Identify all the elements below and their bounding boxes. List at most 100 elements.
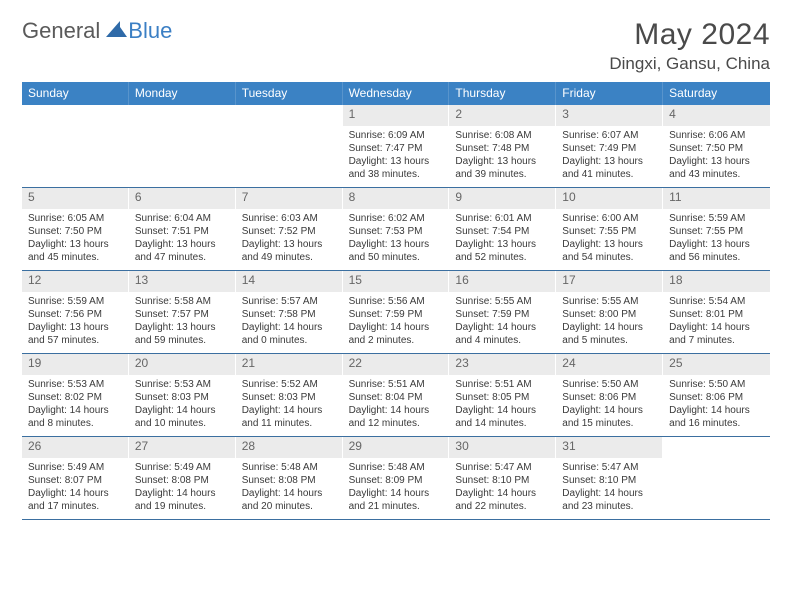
day-body: Sunrise: 6:01 AMSunset: 7:54 PMDaylight:… <box>449 209 555 268</box>
logo-sail-icon <box>104 19 128 44</box>
day-body: Sunrise: 6:00 AMSunset: 7:55 PMDaylight:… <box>556 209 662 268</box>
day-number: 15 <box>343 271 449 292</box>
day-number: 29 <box>343 437 449 458</box>
calendar-grid: Sunday Monday Tuesday Wednesday Thursday… <box>22 82 770 520</box>
day-number <box>663 437 770 442</box>
title-block: May 2024 Dingxi, Gansu, China <box>609 18 770 74</box>
day-number: 27 <box>129 437 235 458</box>
sunset-text: Sunset: 8:00 PM <box>562 308 656 321</box>
week-row: 5Sunrise: 6:05 AMSunset: 7:50 PMDaylight… <box>22 188 770 271</box>
week-row: 19Sunrise: 5:53 AMSunset: 8:02 PMDayligh… <box>22 354 770 437</box>
day-number: 16 <box>449 271 555 292</box>
dow-monday: Monday <box>129 82 236 105</box>
day-cell <box>236 105 343 187</box>
day-number: 25 <box>663 354 770 375</box>
sunrise-text: Sunrise: 5:47 AM <box>562 461 656 474</box>
sunset-text: Sunset: 7:53 PM <box>349 225 443 238</box>
sunrise-text: Sunrise: 5:48 AM <box>349 461 443 474</box>
day-cell: 19Sunrise: 5:53 AMSunset: 8:02 PMDayligh… <box>22 354 129 436</box>
week-row: 26Sunrise: 5:49 AMSunset: 8:07 PMDayligh… <box>22 437 770 520</box>
daylight-text: Daylight: 14 hours and 23 minutes. <box>562 487 656 513</box>
day-cell: 21Sunrise: 5:52 AMSunset: 8:03 PMDayligh… <box>236 354 343 436</box>
day-body: Sunrise: 5:51 AMSunset: 8:05 PMDaylight:… <box>449 375 555 434</box>
day-number: 18 <box>663 271 770 292</box>
daylight-text: Daylight: 14 hours and 7 minutes. <box>669 321 764 347</box>
day-number: 17 <box>556 271 662 292</box>
day-cell: 27Sunrise: 5:49 AMSunset: 8:08 PMDayligh… <box>129 437 236 519</box>
sunset-text: Sunset: 7:55 PM <box>669 225 764 238</box>
day-cell: 8Sunrise: 6:02 AMSunset: 7:53 PMDaylight… <box>343 188 450 270</box>
sunset-text: Sunset: 7:49 PM <box>562 142 656 155</box>
dow-friday: Friday <box>556 82 663 105</box>
sunset-text: Sunset: 7:51 PM <box>135 225 229 238</box>
day-number: 4 <box>663 105 770 126</box>
daylight-text: Daylight: 13 hours and 59 minutes. <box>135 321 229 347</box>
day-body: Sunrise: 5:54 AMSunset: 8:01 PMDaylight:… <box>663 292 770 351</box>
logo-text-blue: Blue <box>128 18 172 44</box>
day-cell: 7Sunrise: 6:03 AMSunset: 7:52 PMDaylight… <box>236 188 343 270</box>
daylight-text: Daylight: 14 hours and 5 minutes. <box>562 321 656 347</box>
dow-tuesday: Tuesday <box>236 82 343 105</box>
daylight-text: Daylight: 14 hours and 22 minutes. <box>455 487 549 513</box>
day-body: Sunrise: 5:48 AMSunset: 8:08 PMDaylight:… <box>236 458 342 517</box>
sunset-text: Sunset: 8:01 PM <box>669 308 764 321</box>
day-body: Sunrise: 5:57 AMSunset: 7:58 PMDaylight:… <box>236 292 342 351</box>
sunrise-text: Sunrise: 6:06 AM <box>669 129 764 142</box>
sunrise-text: Sunrise: 5:49 AM <box>135 461 229 474</box>
day-number: 22 <box>343 354 449 375</box>
sunset-text: Sunset: 7:50 PM <box>669 142 764 155</box>
day-cell: 26Sunrise: 5:49 AMSunset: 8:07 PMDayligh… <box>22 437 129 519</box>
sunrise-text: Sunrise: 5:58 AM <box>135 295 229 308</box>
day-number: 9 <box>449 188 555 209</box>
sunset-text: Sunset: 8:06 PM <box>669 391 764 404</box>
day-number: 1 <box>343 105 449 126</box>
day-body: Sunrise: 5:52 AMSunset: 8:03 PMDaylight:… <box>236 375 342 434</box>
sunset-text: Sunset: 8:10 PM <box>562 474 656 487</box>
daylight-text: Daylight: 13 hours and 50 minutes. <box>349 238 443 264</box>
daylight-text: Daylight: 14 hours and 15 minutes. <box>562 404 656 430</box>
sunset-text: Sunset: 7:58 PM <box>242 308 336 321</box>
day-body: Sunrise: 5:50 AMSunset: 8:06 PMDaylight:… <box>556 375 662 434</box>
daylight-text: Daylight: 14 hours and 19 minutes. <box>135 487 229 513</box>
sunrise-text: Sunrise: 5:50 AM <box>669 378 764 391</box>
day-number: 20 <box>129 354 235 375</box>
sunrise-text: Sunrise: 5:49 AM <box>28 461 122 474</box>
day-number: 7 <box>236 188 342 209</box>
sunrise-text: Sunrise: 6:00 AM <box>562 212 656 225</box>
day-body: Sunrise: 5:58 AMSunset: 7:57 PMDaylight:… <box>129 292 235 351</box>
week-row: 1Sunrise: 6:09 AMSunset: 7:47 PMDaylight… <box>22 105 770 188</box>
day-cell: 3Sunrise: 6:07 AMSunset: 7:49 PMDaylight… <box>556 105 663 187</box>
sunrise-text: Sunrise: 6:09 AM <box>349 129 443 142</box>
day-cell: 6Sunrise: 6:04 AMSunset: 7:51 PMDaylight… <box>129 188 236 270</box>
day-number: 19 <box>22 354 128 375</box>
sunrise-text: Sunrise: 6:04 AM <box>135 212 229 225</box>
weeks-container: 1Sunrise: 6:09 AMSunset: 7:47 PMDaylight… <box>22 105 770 520</box>
sunrise-text: Sunrise: 6:05 AM <box>28 212 122 225</box>
sunrise-text: Sunrise: 5:48 AM <box>242 461 336 474</box>
day-number: 21 <box>236 354 342 375</box>
sunrise-text: Sunrise: 6:03 AM <box>242 212 336 225</box>
sunset-text: Sunset: 7:52 PM <box>242 225 336 238</box>
sunset-text: Sunset: 8:03 PM <box>135 391 229 404</box>
day-number: 30 <box>449 437 555 458</box>
day-cell: 11Sunrise: 5:59 AMSunset: 7:55 PMDayligh… <box>663 188 770 270</box>
day-number: 2 <box>449 105 555 126</box>
day-body: Sunrise: 5:49 AMSunset: 8:08 PMDaylight:… <box>129 458 235 517</box>
day-number: 5 <box>22 188 128 209</box>
sunrise-text: Sunrise: 5:51 AM <box>455 378 549 391</box>
day-number: 8 <box>343 188 449 209</box>
sunrise-text: Sunrise: 6:08 AM <box>455 129 549 142</box>
sunset-text: Sunset: 8:04 PM <box>349 391 443 404</box>
day-body: Sunrise: 5:49 AMSunset: 8:07 PMDaylight:… <box>22 458 128 517</box>
daylight-text: Daylight: 13 hours and 38 minutes. <box>349 155 443 181</box>
sunrise-text: Sunrise: 5:54 AM <box>669 295 764 308</box>
day-body: Sunrise: 5:47 AMSunset: 8:10 PMDaylight:… <box>449 458 555 517</box>
day-cell: 5Sunrise: 6:05 AMSunset: 7:50 PMDaylight… <box>22 188 129 270</box>
dow-sunday: Sunday <box>22 82 129 105</box>
dow-saturday: Saturday <box>663 82 770 105</box>
day-number: 28 <box>236 437 342 458</box>
sunrise-text: Sunrise: 5:57 AM <box>242 295 336 308</box>
day-cell: 15Sunrise: 5:56 AMSunset: 7:59 PMDayligh… <box>343 271 450 353</box>
day-cell: 29Sunrise: 5:48 AMSunset: 8:09 PMDayligh… <box>343 437 450 519</box>
daylight-text: Daylight: 14 hours and 11 minutes. <box>242 404 336 430</box>
